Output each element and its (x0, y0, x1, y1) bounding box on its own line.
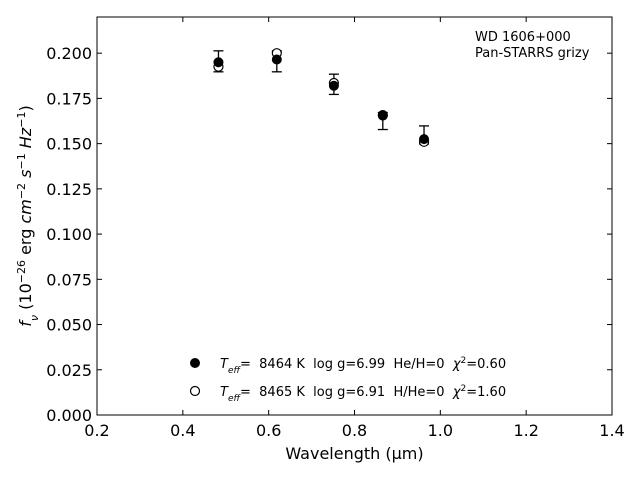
x-axis-label: Wavelength (μm) (285, 444, 423, 463)
legend-marker-filled (190, 358, 200, 368)
ticks-layer: 0.2 0.4 0.6 0.8 1.0 1.2 1.4 0.000 0.025 0.050 0.07… (46, 17, 625, 440)
plot-frame (96, 16, 613, 416)
legend: Teff= 8464 K log g=6.99 He/H=0 χ2=0.60 T… (189, 356, 506, 404)
x-tick-label: 1.0 (428, 421, 453, 440)
y-tick-label: 0.100 (46, 225, 92, 244)
point-filled (213, 57, 224, 68)
y-tick-label: 0.075 (46, 270, 92, 289)
marks-layer (213, 48, 430, 147)
legend-entry-1: Teff= 8464 K log g=6.99 He/H=0 χ2=0.60 (220, 356, 506, 376)
annotation-line-1: WD 1606+000 (475, 30, 571, 45)
x-tick-label: 1.4 (599, 421, 624, 440)
y-tick-label: 0.150 (46, 135, 92, 154)
point-filled (271, 54, 282, 65)
y-tick-label: 0.175 (46, 89, 92, 108)
x-tick-label: 0.2 (84, 421, 109, 440)
x-tick-label: 0.6 (256, 421, 281, 440)
legend-marker-open (189, 385, 201, 397)
annotation-line-2: Pan-STARRS grizy (475, 46, 590, 61)
x-tick-label: 1.2 (513, 421, 538, 440)
y-tick-label: 0.125 (46, 180, 92, 199)
y-axis-label: fν (10−26 erg cm−2 s−1 Hz−1) (15, 105, 41, 326)
point-filled (328, 80, 339, 91)
x-tick-label: 0.8 (342, 421, 367, 440)
y-tick-label: 0.000 (46, 406, 92, 425)
y-tick-label: 0.050 (46, 316, 92, 335)
y-tick-label: 0.200 (46, 44, 92, 63)
x-tick-label: 0.4 (170, 421, 195, 440)
point-filled (419, 134, 430, 145)
point-filled (377, 110, 388, 121)
legend-entry-2: Teff= 8465 K log g=6.91 H/He=0 χ2=1.60 (220, 384, 506, 404)
y-tick-label: 0.025 (46, 361, 92, 380)
